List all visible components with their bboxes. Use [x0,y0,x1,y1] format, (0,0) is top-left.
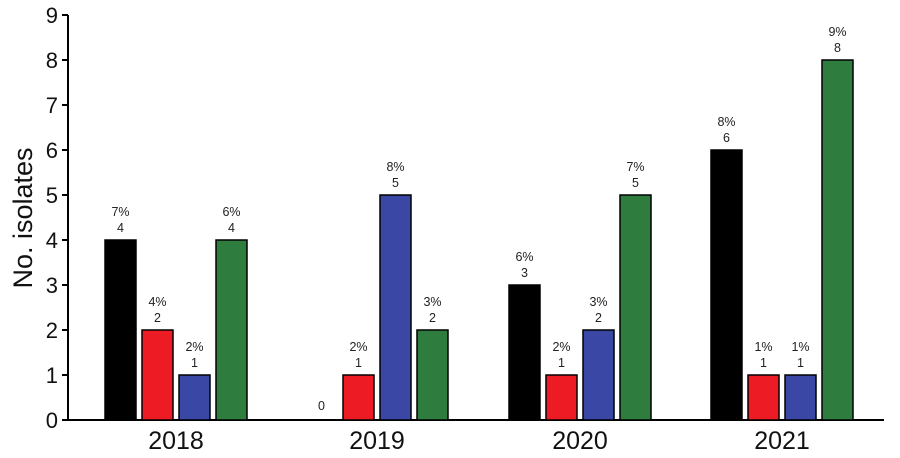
bar-percent-label: 7% [626,160,644,174]
bar-value-label: 4 [117,221,124,235]
bar-value-label: 2 [429,311,436,325]
y-tick-label: 3 [46,273,58,298]
bar-value-label: 1 [191,356,198,370]
bar-value-label: 1 [797,356,804,370]
bar-percent-label: 7% [111,205,129,219]
bar-percent-label: 3% [423,295,441,309]
bar-percent-label: 8% [386,160,404,174]
bar-value-label: 4 [228,221,235,235]
bar [747,374,780,421]
bar-percent-label: 6% [515,250,533,264]
bar [215,239,248,421]
bar [619,194,652,421]
bar-percent-label: 1% [754,340,772,354]
bar-value-label: 0 [318,399,325,413]
y-tick-label: 0 [46,408,58,433]
bar [104,239,137,421]
bar-percent-label: 3% [589,295,607,309]
bar [784,374,817,421]
y-tick-label: 8 [46,48,58,73]
bar-value-label: 5 [392,176,399,190]
bar-value-label: 5 [632,176,639,190]
category-label: 2020 [552,427,608,455]
bar-value-label: 1 [760,356,767,370]
bar-percent-label: 2% [552,340,570,354]
y-tick-label: 1 [46,363,58,388]
bar-percent-label: 4% [148,295,166,309]
bar-value-label: 2 [595,311,602,325]
bar-value-label: 8 [834,41,841,55]
category-label: 2018 [148,427,204,455]
y-tick-label: 9 [46,3,58,28]
y-tick-label: 4 [46,228,58,253]
bar-value-label: 1 [355,356,362,370]
category-label: 2021 [754,427,810,455]
bar-percent-label: 2% [349,340,367,354]
bar [508,284,541,421]
bar [379,194,412,421]
bar [821,59,854,421]
bar-value-label: 1 [558,356,565,370]
bar-percent-label: 9% [828,25,846,39]
y-tick-label: 7 [46,93,58,118]
plot-area: 0 1 2 3 4 5 6 7 8 9 2018 4 7% 2 4% 1 2% 4 6% 2019 0 1 2% 5 8% 2 3%… [46,3,884,455]
y-tick-label: 5 [46,183,58,208]
category-label: 2019 [349,427,405,455]
bar [342,374,375,421]
bar-percent-label: 1% [791,340,809,354]
bar-value-label: 6 [723,131,730,145]
bar-percent-label: 6% [222,205,240,219]
y-tick-label: 2 [46,318,58,343]
bar-percent-label: 2% [185,340,203,354]
bar [582,329,615,421]
bar [416,329,449,421]
y-tick-label: 6 [46,138,58,163]
y-axis-label: No. isolates [8,147,38,288]
bar [141,329,174,421]
bar [178,374,211,421]
bar-value-label: 2 [154,311,161,325]
bar-percent-label: 8% [717,115,735,129]
bar [710,149,743,421]
bar-value-label: 3 [521,266,528,280]
bar [545,374,578,421]
